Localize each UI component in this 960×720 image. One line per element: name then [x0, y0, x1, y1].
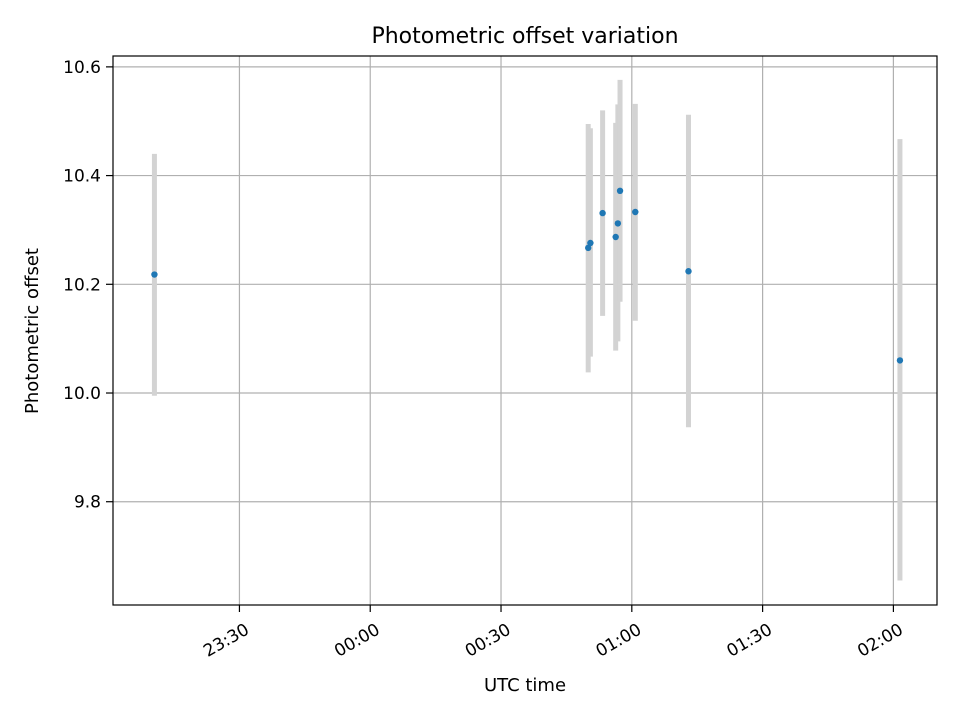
data-point — [896, 357, 904, 364]
data-point — [585, 244, 592, 252]
data-point — [685, 268, 692, 275]
data-point — [612, 233, 619, 241]
x-tick-label: 23:30 — [200, 620, 252, 662]
data-point — [616, 187, 624, 195]
x-tick-label: 01:00 — [593, 620, 645, 662]
data-point — [614, 220, 622, 227]
data-point — [632, 208, 639, 216]
data-point — [151, 271, 158, 278]
y-tick-label: 10.0 — [63, 384, 101, 404]
x-tick-label: 00:00 — [331, 620, 383, 662]
data-point — [587, 239, 594, 247]
errorbars — [151, 79, 903, 581]
plot-area-frame — [112, 55, 938, 606]
x-tick-label: 00:30 — [462, 620, 514, 662]
chart-title: Photometric offset variation — [371, 24, 678, 49]
y-axis-label: Photometric offset — [22, 248, 43, 414]
x-tick-label: 01:30 — [723, 620, 775, 662]
y-tick-label: 10.6 — [63, 58, 101, 78]
x-tick-label: 02:00 — [854, 620, 906, 662]
y-tick-label: 10.2 — [63, 275, 101, 295]
y-tick-label: 10.4 — [63, 167, 101, 187]
data-points — [151, 187, 904, 364]
data-point — [599, 209, 606, 217]
x-axis: 23:30 00:00 00:30 01:00 01:30 02:00 — [200, 605, 907, 662]
y-axis: 9.8 10.0 10.2 10.4 10.6 — [63, 58, 113, 513]
grid — [113, 56, 937, 605]
y-tick-label: 9.8 — [74, 493, 101, 513]
x-axis-label: UTC time — [484, 675, 566, 696]
